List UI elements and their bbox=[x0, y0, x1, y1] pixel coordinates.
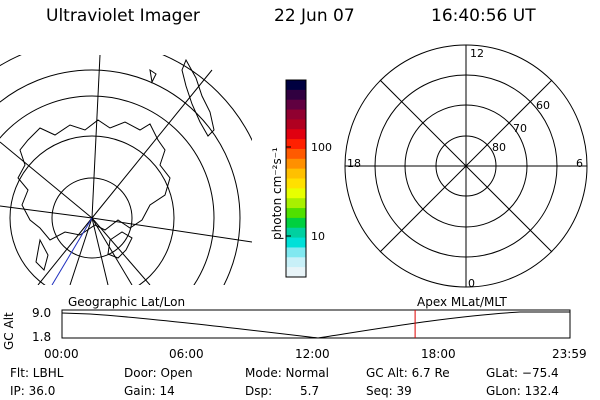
y-max-label: 9.0 bbox=[32, 306, 52, 320]
altitude-curve bbox=[61, 311, 570, 339]
meridian-line bbox=[91, 217, 109, 285]
gain-status: Gain: 14 bbox=[124, 384, 175, 398]
time-label: 16:40:56 UT bbox=[431, 6, 536, 26]
mlat-label-60: 60 bbox=[536, 99, 550, 112]
mlt-label-0: 0 bbox=[468, 277, 475, 290]
color-bar-swatch bbox=[286, 237, 306, 248]
color-bar-frame bbox=[285, 79, 307, 278]
mlt-label-12: 12 bbox=[470, 47, 484, 60]
color-bar-swatch bbox=[286, 168, 306, 179]
glon-status: GLon: 132.4 bbox=[486, 384, 559, 398]
filter-status: Flt: LBHL bbox=[10, 366, 64, 380]
color-bar-swatch bbox=[286, 208, 306, 219]
gc-alt-status: GC Alt: 6.7 Re bbox=[366, 366, 450, 380]
color-bar-swatch bbox=[286, 247, 306, 258]
color-bar-swatch bbox=[286, 148, 306, 160]
color-bar-swatch bbox=[286, 257, 306, 268]
coastline bbox=[35, 238, 49, 271]
mlat-label-80: 80 bbox=[492, 141, 506, 154]
meridian-line bbox=[0, 205, 93, 219]
color-bar-swatch bbox=[286, 188, 306, 199]
color-bar-tick-10: 10 bbox=[311, 230, 325, 243]
color-bar-swatch bbox=[286, 178, 306, 189]
latitude-circle bbox=[51, 177, 133, 259]
apex-label: Apex MLat/MLT bbox=[417, 295, 507, 309]
coastline bbox=[17, 119, 171, 241]
color-bar-swatch bbox=[286, 227, 306, 239]
meridian-line bbox=[91, 217, 151, 285]
latitude-circle bbox=[9, 135, 175, 285]
door-status: Door: Open bbox=[124, 366, 193, 380]
color-bar-swatch bbox=[286, 129, 306, 140]
coastline bbox=[149, 68, 157, 84]
mlat-label-70: 70 bbox=[513, 122, 527, 135]
coastline bbox=[181, 58, 215, 137]
date-label: 22 Jun 07 bbox=[274, 6, 355, 26]
time-tick-1200: 12:00 bbox=[295, 347, 330, 361]
geographic-label: Geographic Lat/Lon bbox=[68, 295, 186, 309]
time-tick-0600: 06:00 bbox=[169, 347, 204, 361]
color-bar-swatch bbox=[286, 119, 306, 130]
color-bar-swatch bbox=[286, 217, 306, 229]
color-bar-swatch bbox=[286, 99, 306, 111]
meridian-line bbox=[91, 55, 101, 219]
meridian-line bbox=[91, 217, 252, 243]
meridian-line bbox=[91, 69, 213, 219]
sequence-status: Seq: 39 bbox=[366, 384, 412, 398]
color-bar-swatch bbox=[286, 109, 306, 120]
color-bar-tick-100: 100 bbox=[311, 141, 332, 154]
glat-status: GLat: −75.4 bbox=[486, 366, 559, 380]
color-bar-swatch bbox=[286, 89, 306, 101]
polar-diagonal bbox=[379, 79, 553, 253]
color-bar-swatch bbox=[286, 198, 306, 209]
ip-status: IP: 36.0 bbox=[10, 384, 56, 398]
dsp-value: 5.7 bbox=[300, 384, 320, 398]
meridian-line bbox=[91, 217, 133, 285]
trace-line bbox=[51, 217, 93, 285]
mlt-label-6: 6 bbox=[576, 157, 583, 170]
instrument-title: Ultraviolet Imager bbox=[46, 6, 200, 26]
time-tick-0000: 00:00 bbox=[44, 347, 79, 361]
dsp-label: Dsp: bbox=[245, 384, 273, 398]
coastline bbox=[107, 231, 133, 259]
mode-status: Mode: Normal bbox=[245, 366, 329, 380]
latitude-circle bbox=[0, 69, 241, 285]
color-bar-swatch bbox=[286, 80, 306, 91]
time-tick-2359: 23:59 bbox=[552, 347, 587, 361]
meridian-line bbox=[0, 141, 93, 219]
meridian-line bbox=[37, 217, 93, 285]
y-min-label: 1.8 bbox=[32, 330, 52, 344]
mlt-label-18: 18 bbox=[347, 157, 361, 170]
color-bar-swatch bbox=[286, 267, 306, 278]
latitude-circle bbox=[0, 95, 215, 285]
time-tick-1800: 18:00 bbox=[421, 347, 456, 361]
color-bar-swatch bbox=[286, 139, 306, 150]
color-bar-swatch bbox=[286, 158, 306, 170]
